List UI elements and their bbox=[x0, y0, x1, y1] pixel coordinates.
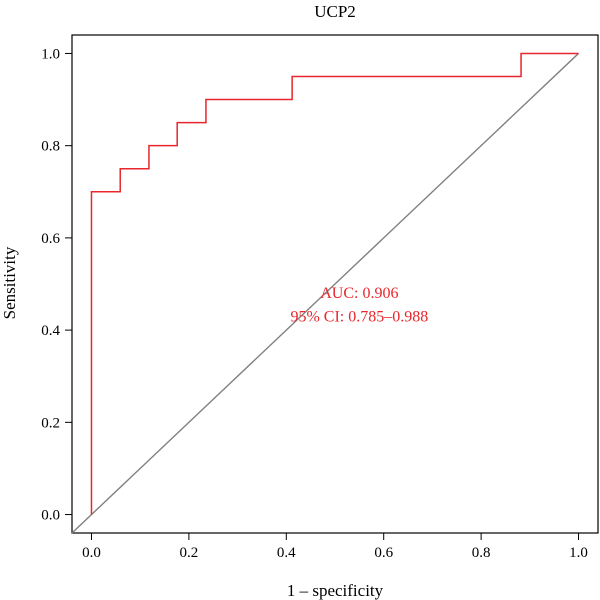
x-tick-label: 1.0 bbox=[569, 545, 588, 561]
y-tick-label: 0.4 bbox=[41, 323, 60, 339]
y-tick-label: 0.2 bbox=[41, 415, 60, 431]
chart-title: UCP2 bbox=[314, 2, 356, 21]
roc-curve bbox=[90, 52, 579, 515]
y-axis-label: Sensitivity bbox=[0, 246, 19, 319]
y-tick-label: 0.0 bbox=[41, 508, 60, 524]
x-tick-label: 0.2 bbox=[180, 545, 199, 561]
plot-area: 0.0 0.2 0.4 0.6 0.8 1.0 0.0 0.2 0.4 0.6 0.8 1.0 AUC:… bbox=[41, 34, 599, 561]
x-tick-label: 0.4 bbox=[277, 545, 296, 561]
x-tick-label: 0.8 bbox=[472, 545, 491, 561]
plot-frame bbox=[71, 34, 599, 534]
x-axis-label: 1 – specificity bbox=[287, 581, 384, 600]
x-tick-label: 0.0 bbox=[82, 545, 101, 561]
reference-line bbox=[71, 52, 579, 534]
y-tick-label: 1.0 bbox=[41, 46, 60, 62]
x-tick-label: 0.6 bbox=[374, 545, 393, 561]
ci-annotation: 95% CI: 0.785–0.988 bbox=[290, 308, 428, 325]
y-tick-label: 0.8 bbox=[41, 139, 60, 155]
auc-annotation: AUC: 0.906 bbox=[320, 285, 398, 302]
y-tick-label: 0.6 bbox=[41, 231, 60, 247]
